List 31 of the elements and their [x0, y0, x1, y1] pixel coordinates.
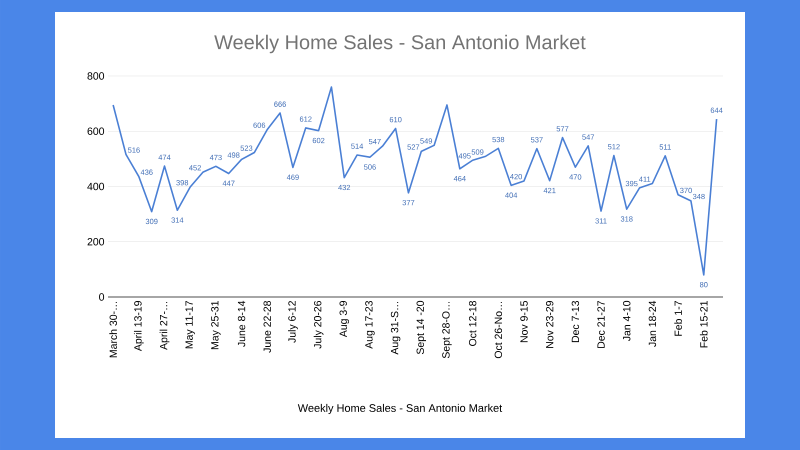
x-tick-label: July 20-26	[314, 300, 324, 349]
chart-title: Weekly Home Sales - San Antonio Market	[214, 34, 586, 54]
x-tick-label: Nov 9-15	[520, 300, 528, 342]
y-tick-label: 200	[88, 238, 104, 246]
x-tick-label: Aug 3-9	[340, 301, 349, 338]
y-tick-label: 600	[88, 128, 104, 135]
x-tick-label: Dec 7-13	[572, 300, 580, 342]
x-tick-label: Oct 26-No…	[494, 302, 502, 358]
x-tick-label: March 30-…	[109, 302, 117, 358]
x-tick-label: Aug 17-23	[365, 300, 375, 349]
x-tick-label: Jan 18-24	[648, 300, 656, 347]
x-tick-label: June 8-14	[238, 300, 246, 347]
y-tick-label: 400	[87, 182, 104, 190]
x-tick-label: Aug 31-S…	[390, 302, 400, 355]
x-tick-label: Nov 23-29	[546, 301, 554, 348]
x-axis-title: Weekly Home Sales - San Antonio Market	[298, 404, 502, 414]
x-tick-label: June 22-28	[264, 300, 271, 353]
x-tick-label: Sept 28-O…	[442, 302, 452, 358]
y-tick-label: 800	[87, 72, 104, 80]
x-tick-label: May 11-17	[186, 301, 195, 348]
x-tick-label: Feb 1-7	[674, 301, 682, 336]
x-tick-label: Jan 4-10	[623, 300, 630, 342]
x-tick-label: July 6-12	[288, 301, 298, 343]
x-tick-label: April 27-…	[160, 302, 170, 350]
x-tick-label: May 25-31	[211, 301, 221, 350]
x-tick-label: Oct 12-18	[468, 300, 476, 346]
x-tick-label: Feb 15-21	[700, 301, 708, 348]
y-tick-label: 0	[99, 293, 104, 301]
x-tick-label: Sept 14 -20	[416, 300, 426, 354]
x-tick-label: Dec 21-27	[597, 301, 605, 348]
x-tick-label: April 13-19	[134, 301, 144, 352]
